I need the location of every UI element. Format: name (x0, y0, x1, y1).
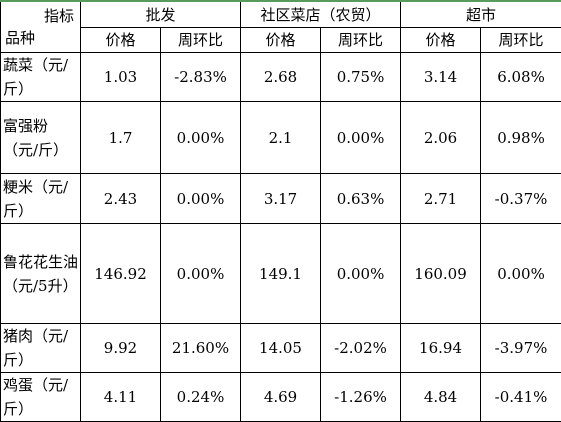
table-cell: 0.00% (161, 224, 241, 324)
table-cell: 2.1 (241, 102, 321, 174)
table-cell: 4.84 (401, 373, 481, 422)
table-cell: 9.92 (81, 324, 161, 373)
table-cell: 1.03 (81, 53, 161, 102)
table-cell: 2.71 (401, 174, 481, 224)
table-cell: 2.06 (401, 102, 481, 174)
table-cell: -2.83% (161, 53, 241, 102)
row-name: 蔬菜（元/斤） (1, 53, 81, 102)
table-cell: 3.17 (241, 174, 321, 224)
table-cell: 2.43 (81, 174, 161, 224)
table-cell: 2.68 (241, 53, 321, 102)
table-cell: 0.00% (161, 174, 241, 224)
row-name: 鸡蛋（元/斤） (1, 373, 81, 422)
table-cell: 3.14 (401, 53, 481, 102)
row-name: 粳米（元/斤） (1, 174, 81, 224)
table-cell: 16.94 (401, 324, 481, 373)
table-cell: 0.00% (321, 102, 401, 174)
table-cell: -3.97% (481, 324, 561, 373)
group-header: 超市 (401, 1, 561, 28)
subheader: 周环比 (481, 28, 561, 53)
table-cell: -2.02% (321, 324, 401, 373)
group-header: 批发 (81, 1, 241, 28)
table-cell: -1.26% (321, 373, 401, 422)
table-cell: 0.00% (161, 102, 241, 174)
header-row: 指标 品种 批发 社区菜店（农贸） 超市 (1, 1, 561, 28)
table-cell: 4.69 (241, 373, 321, 422)
table-cell: 14.05 (241, 324, 321, 373)
table-cell: 0.75% (321, 53, 401, 102)
table-cell: 6.08% (481, 53, 561, 102)
corner-bottom: 品种 (5, 26, 35, 50)
table-cell: 21.60% (161, 324, 241, 373)
table-cell: 1.7 (81, 102, 161, 174)
table-cell: 160.09 (401, 224, 481, 324)
table-cell: 149.1 (241, 224, 321, 324)
table-cell: 4.11 (81, 373, 161, 422)
subheader: 周环比 (321, 28, 401, 53)
subheader: 周环比 (161, 28, 241, 53)
table-cell: 0.00% (481, 224, 561, 324)
row-name: 鲁花花生油（元/5升） (1, 224, 81, 324)
corner-cell: 指标 品种 (1, 1, 81, 53)
group-header: 社区菜店（农贸） (241, 1, 401, 28)
table-cell: 0.63% (321, 174, 401, 224)
subheader: 价格 (81, 28, 161, 53)
table-cell: 0.00% (321, 224, 401, 324)
table-cell: -0.41% (481, 373, 561, 422)
row-name: 富强粉（元/斤） (1, 102, 81, 174)
corner-top: 指标 (44, 4, 74, 28)
table-cell: 146.92 (81, 224, 161, 324)
subheader: 价格 (241, 28, 321, 53)
subheader: 价格 (401, 28, 481, 53)
table-cell: -0.37% (481, 174, 561, 224)
subheader-row: 价格周环比价格周环比价格周环比 (1, 28, 561, 53)
table-cell: 0.98% (481, 102, 561, 174)
row-name: 猪肉（元/斤） (1, 324, 81, 373)
table-cell: 0.24% (161, 373, 241, 422)
